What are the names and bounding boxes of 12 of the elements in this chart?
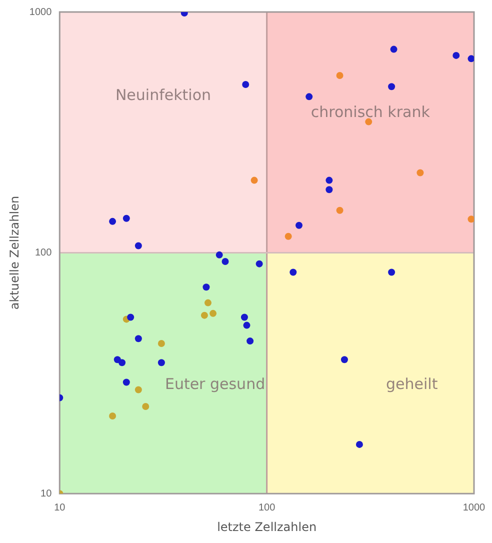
annotation: Euter gesund <box>164 375 266 394</box>
y-axis-title: aktuelle Zellzahlen <box>7 196 22 310</box>
annotation: geheilt <box>386 375 438 394</box>
annotation: chronisch krank <box>310 103 430 122</box>
x-tick-label: 10 <box>54 502 66 514</box>
x-tick-label: 100 <box>258 502 276 514</box>
annotation: Neuinfektion <box>115 86 212 104</box>
x-axis-title: letzte Zellzahlen <box>217 520 317 534</box>
y-tick-label: 10 <box>40 488 52 500</box>
y-tick-label: 1000 <box>29 6 52 18</box>
x-tick-label: 1000 <box>462 502 486 514</box>
y-tick-label: 100 <box>34 248 52 259</box>
